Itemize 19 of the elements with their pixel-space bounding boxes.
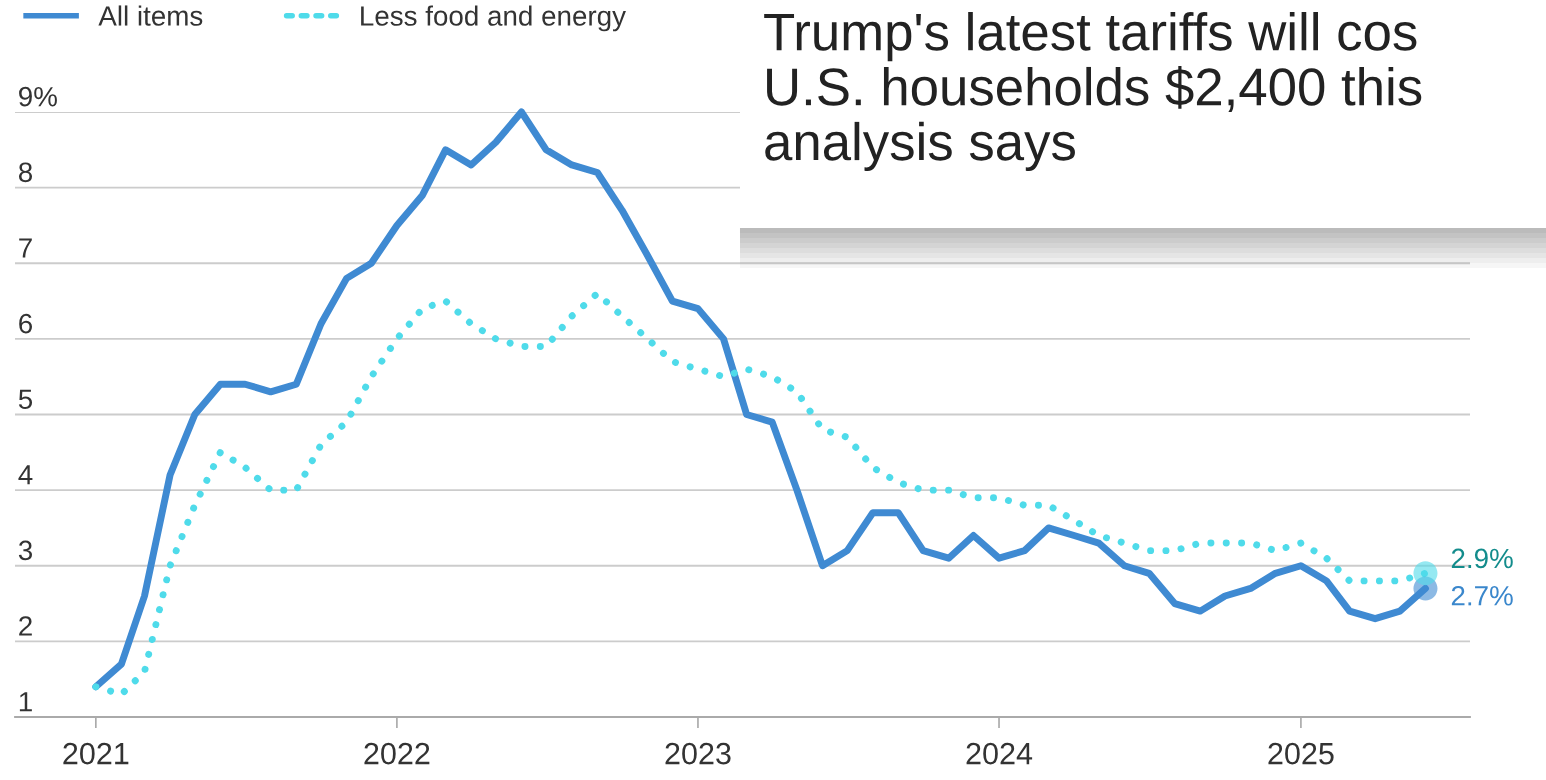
annotation: Trump's latest tariffs will cos U.S. households $2,400 this analysis says: [764, 12, 1422, 172]
annotation: 2.9%: [1451, 548, 1513, 569]
annotation: 2.7%: [1451, 585, 1513, 606]
y-tick-label: 3: [18, 540, 33, 561]
x-tick-label: 2022: [364, 742, 430, 765]
y-tick-label: 9%: [19, 86, 57, 107]
legend-label: All items: [98, 5, 203, 26]
x-tick-label: 2025: [1268, 742, 1334, 765]
y-tick-label: 2: [19, 616, 32, 636]
y-tick-label: 1: [19, 692, 32, 712]
x-tick-label: 2023: [665, 742, 731, 765]
y-tick-label: 4: [18, 465, 33, 485]
x-tick-label: 2024: [966, 742, 1033, 765]
y-tick-label: 7: [19, 238, 32, 258]
y-tick-label: 8: [18, 162, 33, 183]
y-tick-label: 5: [18, 389, 33, 410]
legend-label: Less food and energy: [361, 5, 626, 32]
x-tick-label: 2021: [63, 742, 129, 765]
y-tick-label: 6: [19, 313, 33, 334]
